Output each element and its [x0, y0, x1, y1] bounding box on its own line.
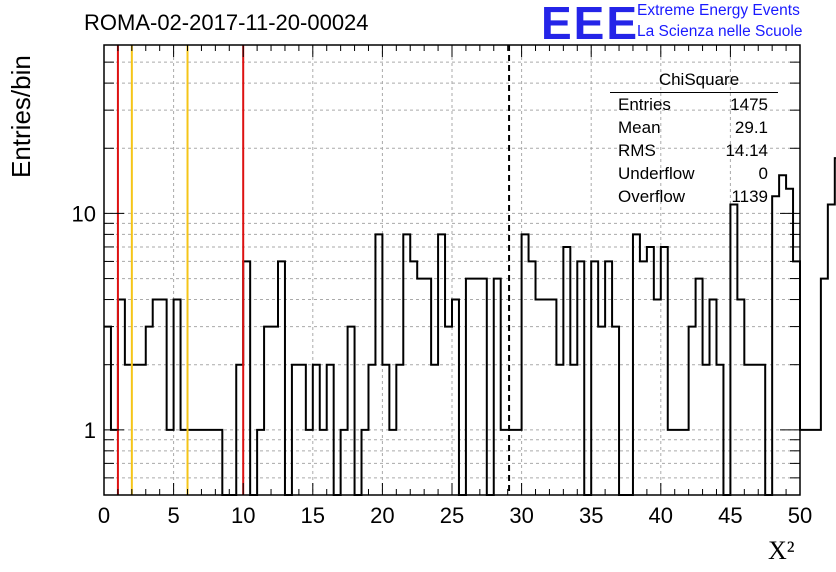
stats-value: 14.14: [725, 141, 768, 160]
histogram-bar: [612, 327, 619, 495]
marker-lines: [116, 45, 511, 495]
x-tick-label: 5: [167, 503, 179, 528]
histogram-bar: [473, 279, 480, 495]
stats-value: 1475: [730, 95, 768, 114]
histogram-bar: [696, 279, 703, 495]
histogram-bar: [410, 261, 417, 495]
histogram-bar: [821, 279, 828, 495]
histogram-bar: [118, 300, 125, 495]
histogram-bar: [529, 261, 536, 495]
histogram-bar: [591, 261, 598, 495]
x-tick-label: 10: [231, 503, 255, 528]
histogram-bar: [452, 300, 459, 495]
histogram-bar: [828, 204, 835, 495]
histogram-bar: [146, 327, 153, 495]
stats-row-overflow: Overflow 1139: [610, 185, 778, 208]
histogram-bar: [104, 327, 111, 495]
histogram-bar: [814, 430, 821, 495]
logo-text-line1: Extreme Energy Events: [637, 2, 800, 19]
histogram-bar: [661, 247, 668, 495]
x-tick-label: 45: [718, 503, 742, 528]
histogram-bar: [737, 300, 744, 495]
y-tick-label: 1: [84, 418, 96, 443]
stats-row-mean: Mean 29.1: [610, 116, 778, 139]
histogram-bar: [160, 300, 167, 495]
histogram-bar: [445, 327, 452, 495]
histogram-bar: [536, 300, 543, 495]
stats-row-rms: RMS 14.14: [610, 139, 778, 162]
histogram-bar: [730, 204, 737, 495]
histogram-outline: [104, 157, 836, 496]
histogram-bar: [647, 247, 654, 495]
stats-value: 1139: [731, 187, 768, 206]
histogram-bar: [271, 327, 278, 495]
stats-label: Overflow: [618, 187, 686, 206]
histogram-bar: [710, 300, 717, 495]
x-tick-label: 20: [370, 503, 394, 528]
y-axis-label: Entries/bin: [6, 55, 36, 178]
histogram-bar: [480, 279, 487, 495]
stats-value: 0: [758, 164, 768, 183]
histogram-bar: [605, 261, 612, 495]
histogram-bar: [807, 430, 814, 495]
histogram-bar: [793, 261, 800, 495]
histogram-bar: [549, 300, 556, 495]
histogram: [104, 157, 836, 496]
histogram-bar: [494, 279, 501, 495]
stats-row-underflow: Underflow 0: [610, 162, 778, 185]
stats-label: RMS: [618, 141, 656, 160]
histogram-bar: [243, 261, 250, 495]
histogram-bar: [278, 261, 285, 495]
stats-value: 29.1: [734, 118, 768, 137]
x-tick-label: 0: [98, 503, 110, 528]
x-tick-label: 15: [301, 503, 325, 528]
histogram-bar: [542, 300, 549, 495]
histogram-bar: [424, 279, 431, 495]
x-tick-label: 25: [440, 503, 464, 528]
stats-box: ChiSquare Entries 1475 Mean 29.1 RMS 14.…: [610, 68, 778, 208]
histogram-bar: [153, 300, 160, 495]
histogram-bar: [654, 300, 661, 495]
histogram-bar: [264, 327, 271, 495]
x-tick-label: 30: [509, 503, 533, 528]
histogram-bar: [466, 279, 473, 495]
chart-title: ROMA-02-2017-11-20-00024: [84, 10, 369, 35]
histogram-bar: [348, 327, 355, 495]
histogram-bar: [577, 261, 584, 495]
histogram-bar: [689, 327, 696, 495]
stats-title: ChiSquare: [658, 70, 740, 89]
histogram-bar: [598, 327, 605, 495]
histogram-bar: [563, 247, 570, 495]
x-tick-label: 50: [788, 503, 812, 528]
logo-text-line2: La Scienza nelle Scuole: [637, 23, 803, 40]
axes: 0 5 10 15 20 25 30 35 40 45 50 1 10: [72, 44, 812, 528]
stats-label: Entries: [618, 95, 671, 114]
stats-label: Mean: [618, 118, 661, 137]
histogram-bar: [772, 196, 779, 495]
stats-label: Underflow: [618, 164, 695, 183]
stats-row-entries: Entries 1475: [610, 93, 778, 116]
histogram-bar: [640, 261, 647, 495]
histogram-bar: [800, 430, 807, 495]
x-tick-label: 35: [579, 503, 603, 528]
eee-logo: EEE: [541, 0, 640, 49]
x-axis-label: X²: [768, 536, 795, 565]
x-tick-label: 40: [649, 503, 673, 528]
y-tick-label: 10: [72, 201, 96, 226]
histogram-bar: [174, 300, 181, 495]
histogram-bar: [417, 279, 424, 495]
stats-divider: [610, 92, 778, 93]
